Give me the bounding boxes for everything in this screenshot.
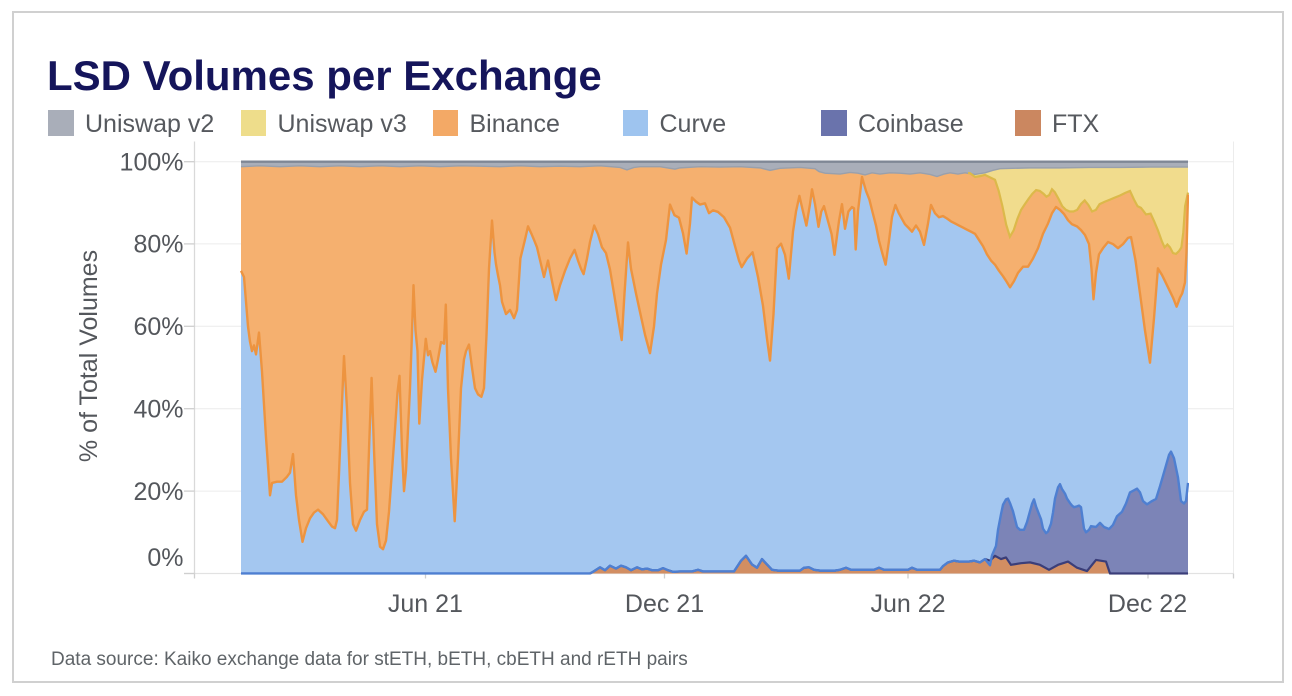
svg-text:Dec 21: Dec 21 [625, 590, 704, 618]
svg-text:100%: 100% [120, 148, 184, 176]
svg-text:Dec 22: Dec 22 [1108, 590, 1187, 618]
svg-text:80%: 80% [133, 231, 183, 259]
svg-text:60%: 60% [133, 313, 183, 341]
svg-text:Jun 22: Jun 22 [870, 590, 945, 618]
svg-text:0%: 0% [147, 544, 183, 572]
svg-text:Jun 21: Jun 21 [388, 590, 463, 618]
svg-text:20%: 20% [133, 478, 183, 506]
svg-text:40%: 40% [133, 395, 183, 423]
svg-text:% of Total Volumes: % of Total Volumes [75, 250, 103, 462]
